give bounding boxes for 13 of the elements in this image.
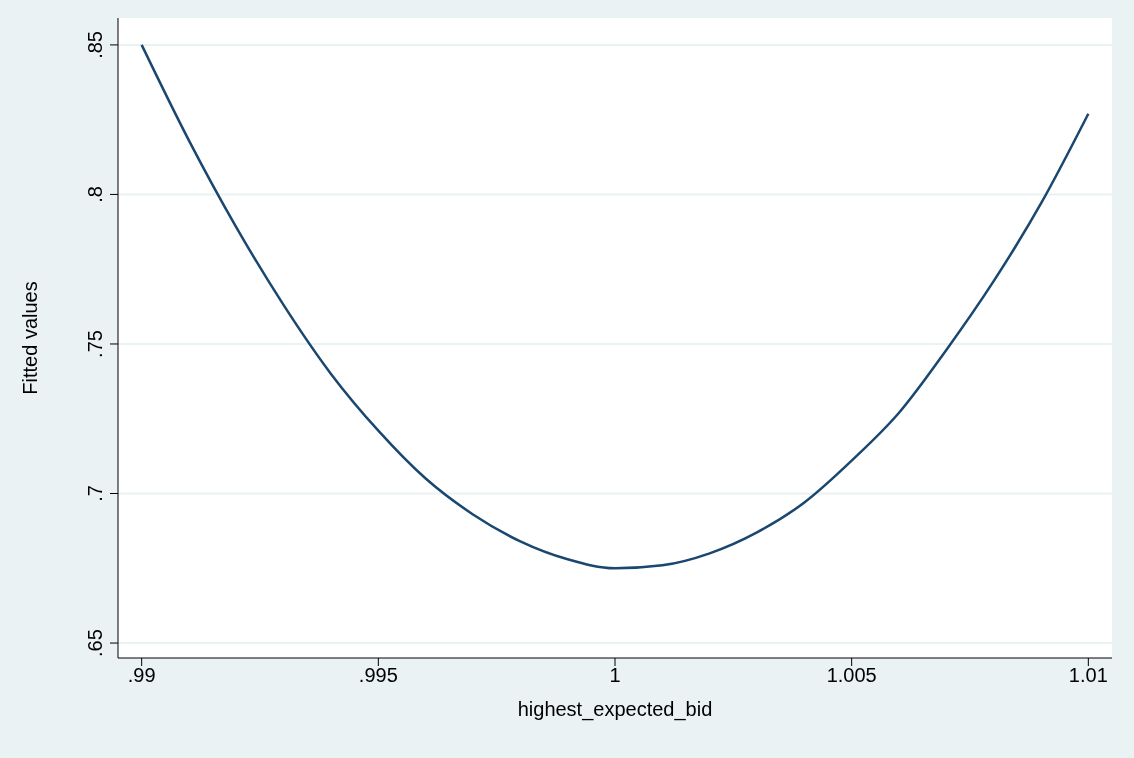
y-tick-label: .8 [84, 186, 106, 203]
y-tick-label: .7 [84, 485, 106, 502]
x-axis-title: highest_expected_bid [517, 698, 713, 721]
x-tick-label: .99 [127, 664, 156, 687]
y-axis-title: Fitted values [19, 281, 42, 395]
line-series [140, 43, 1090, 570]
x-tick-label: 1.01 [1068, 664, 1108, 687]
y-tick-label: .75 [84, 330, 106, 358]
y-tick-label: .65 [84, 629, 106, 657]
y-tick-label: .85 [84, 31, 106, 59]
x-tick-label: .995 [358, 664, 398, 687]
x-tick-label: 1.005 [826, 664, 877, 687]
x-tick-label: 1 [609, 664, 621, 687]
